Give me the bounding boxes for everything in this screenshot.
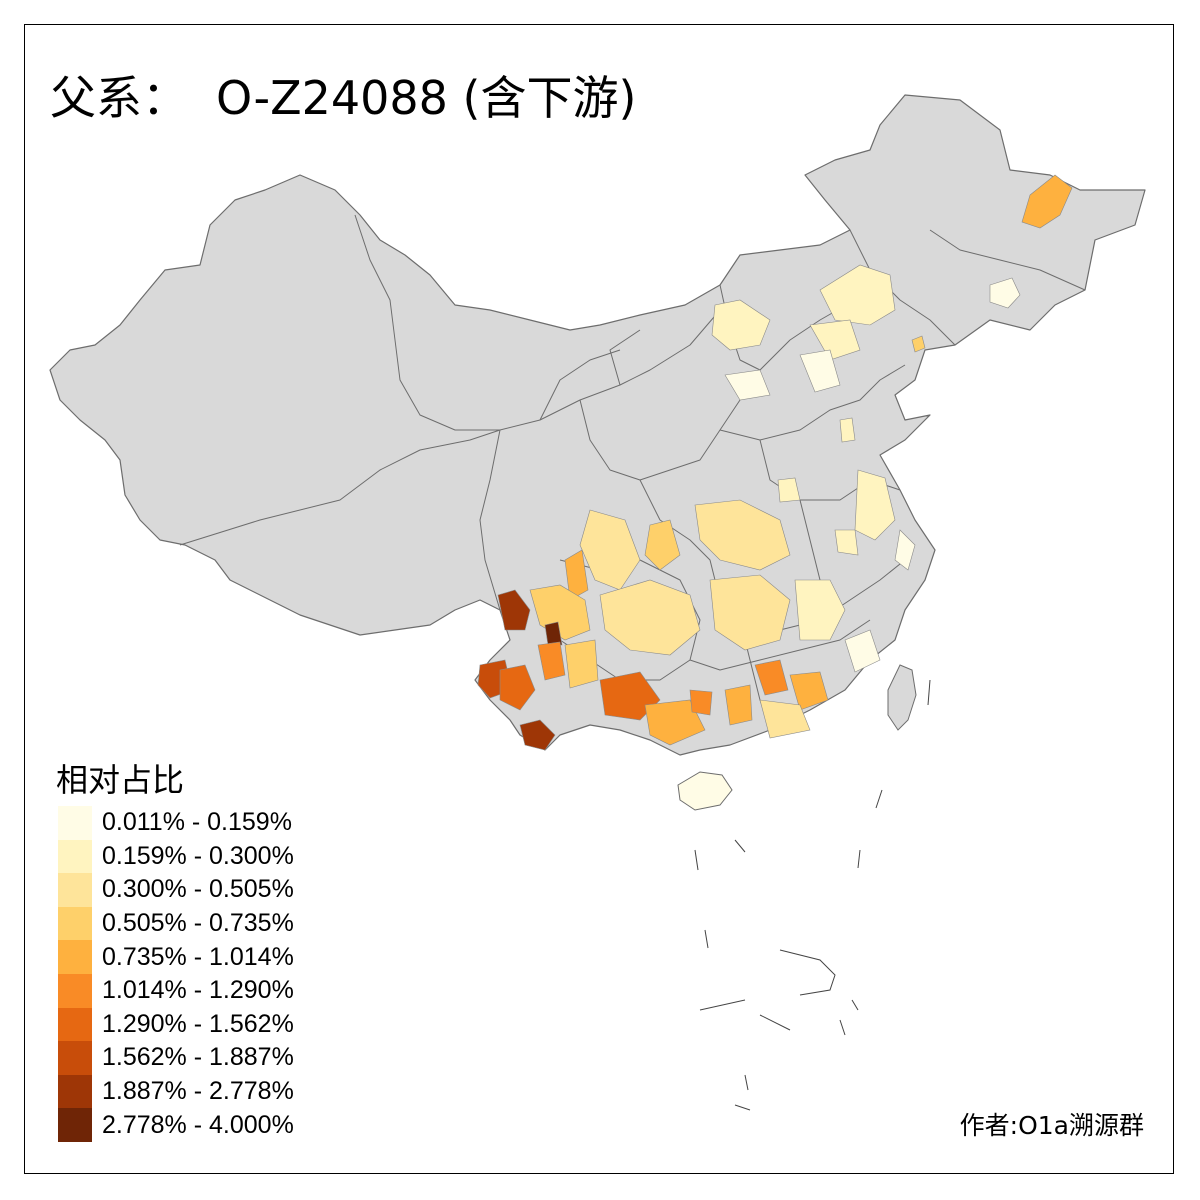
region-guangxi-2 — [644, 699, 706, 746]
legend-label: 0.011% - 0.159% — [102, 808, 292, 837]
region-shanxi — [724, 369, 771, 401]
region-chongqing — [644, 519, 681, 571]
region-yunnan-south — [519, 719, 556, 751]
legend-label: 1.887% - 2.778% — [102, 1077, 294, 1106]
region-anhui — [834, 529, 859, 556]
legend-label: 1.014% - 1.290% — [102, 976, 294, 1005]
region-liaoning — [911, 335, 926, 353]
region-henan — [777, 477, 801, 503]
region-guangdong-3 — [759, 699, 811, 739]
region-heilongjiang-east — [1021, 174, 1073, 229]
region-shanxi-hebei — [809, 319, 861, 361]
mainland-china — [49, 94, 1146, 756]
legend-swatch — [58, 1108, 92, 1142]
region-jiangxi — [794, 579, 846, 641]
legend-item: 1.562% - 1.887% — [58, 1041, 294, 1075]
map-frame — [24, 24, 1174, 1174]
legend-item: 0.505% - 0.735% — [58, 906, 294, 941]
region-yunnan-nw — [497, 589, 531, 631]
legend-item: 0.735% - 1.014% — [58, 940, 294, 974]
legend-label: 1.562% - 1.887% — [102, 1043, 294, 1072]
region-zhejiang — [894, 529, 916, 571]
legend-label: 0.735% - 1.014% — [102, 942, 294, 971]
author-credit: 作者:O1a溯源群 — [959, 1111, 1144, 1140]
region-yunnan-1 — [537, 641, 566, 681]
legend-swatch — [58, 873, 92, 907]
region-guizhou — [599, 579, 701, 656]
legend-item: 1.014% - 1.290% — [58, 973, 294, 1008]
region-inner-mongolia-2 — [711, 299, 771, 351]
legend: 0.011% - 0.159% 0.159% - 0.300% 0.300% -… — [58, 806, 294, 1142]
province-borders — [179, 214, 1086, 731]
region-yunnan-3 — [564, 639, 599, 689]
region-guangxi-4 — [724, 684, 753, 726]
legend-label: 0.300% - 0.505% — [102, 875, 294, 904]
taiwan-island — [887, 664, 917, 731]
legend-swatch — [58, 806, 92, 840]
legend-swatch — [58, 1074, 92, 1109]
region-yunnan-diqing — [544, 621, 563, 646]
region-fujian — [844, 629, 881, 673]
legend-item: 1.887% - 2.778% — [58, 1074, 294, 1109]
region-guangdong-1 — [754, 659, 789, 696]
region-inner-mongolia-1 — [819, 264, 896, 326]
legend-swatch — [58, 940, 92, 974]
legend-label: 0.159% - 0.300% — [102, 841, 294, 870]
legend-item: 0.159% - 0.300% — [58, 839, 294, 874]
region-guangdong-2 — [789, 671, 829, 711]
legend-label: 2.778% - 4.000% — [102, 1110, 294, 1139]
legend-swatch — [58, 973, 92, 1008]
legend-item: 2.778% - 4.000% — [58, 1108, 294, 1142]
legend-label: 1.290% - 1.562% — [102, 1009, 294, 1038]
legend-item: 0.300% - 0.505% — [58, 873, 294, 907]
region-guangxi-3 — [689, 689, 713, 716]
region-jilin — [989, 277, 1021, 309]
map-title: 父系： O-Z24088 (含下游) — [50, 62, 636, 128]
legend-swatch — [58, 1007, 92, 1042]
data-regions — [477, 174, 1073, 751]
region-jiangsu — [854, 469, 896, 541]
region-hunan — [709, 574, 791, 651]
region-hebei — [799, 349, 841, 393]
region-yunnan-2 — [499, 664, 536, 711]
title-prefix: 父系： — [50, 71, 188, 125]
region-hubei — [694, 499, 791, 571]
legend-swatch — [58, 1041, 92, 1075]
legend-swatch — [58, 839, 92, 874]
legend-swatch — [58, 906, 92, 941]
south-sea-islands — [694, 679, 931, 1111]
title-haplogroup: O-Z24088 (含下游) — [216, 71, 637, 125]
legend-item: 1.290% - 1.562% — [58, 1007, 294, 1042]
hainan-island — [677, 771, 733, 811]
region-shandong — [839, 417, 856, 443]
legend-label: 0.505% - 0.735% — [102, 909, 294, 938]
legend-item: 0.011% - 0.159% — [58, 806, 294, 840]
region-sichuan-west — [564, 549, 589, 601]
legend-title: 相对占比 — [56, 761, 185, 799]
